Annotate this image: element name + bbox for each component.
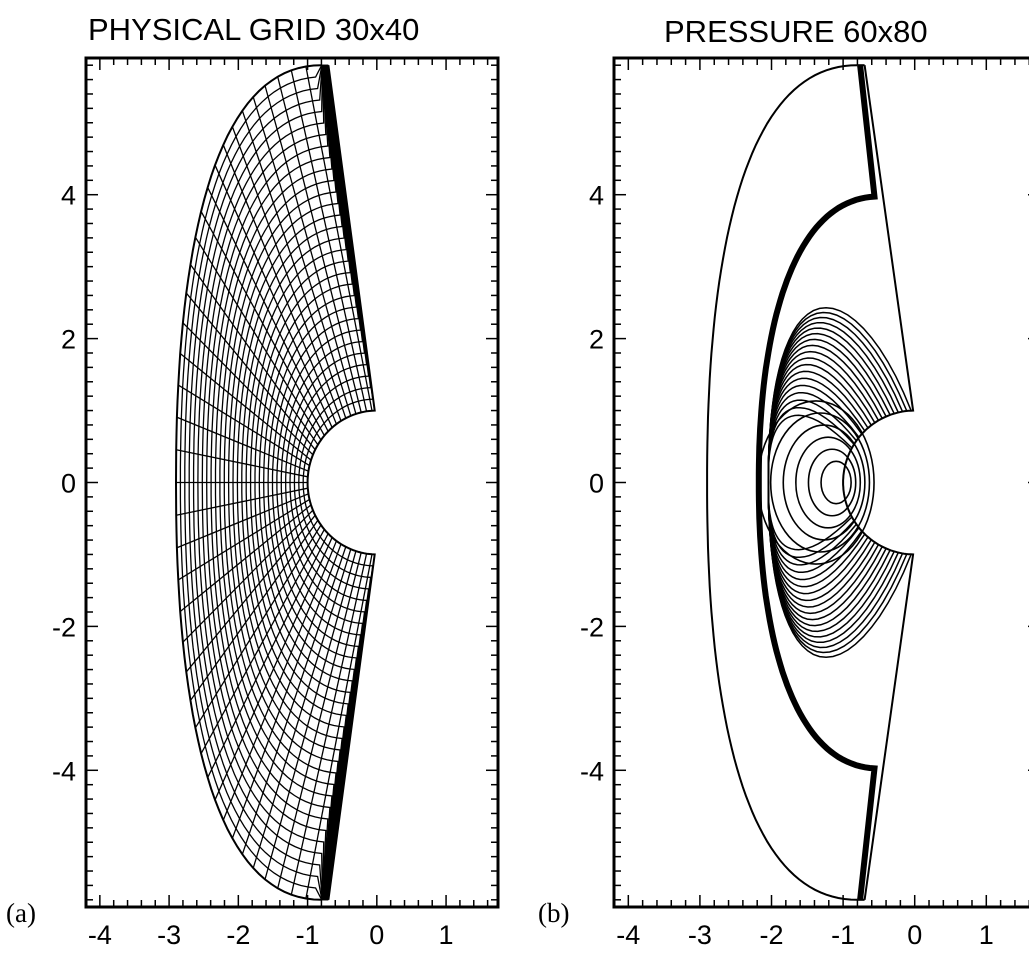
grid-circumferential-line: [298, 65, 372, 900]
grid-circumferential-line: [302, 65, 374, 900]
x-tick-label: -4: [616, 920, 640, 950]
shock-front: [755, 64, 878, 901]
y-tick-label: 0: [61, 469, 76, 499]
grid-circumferential-line: [249, 65, 349, 900]
grid-circumferential-line: [306, 65, 376, 900]
x-tick-label: -1: [296, 920, 320, 950]
panel-a-title: PHYSICAL GRID 30x40: [88, 12, 420, 47]
panel-a: -4 -3 -2 -1 0 1 4 2 0 -2 -4: [52, 56, 500, 950]
y-tick-label: 0: [589, 469, 604, 499]
pressure-contour: [767, 316, 904, 649]
y-tick-label: 4: [589, 181, 604, 211]
pressure-contour: [807, 448, 857, 517]
y-tick-label: 4: [61, 181, 76, 211]
x-tick-label: -2: [760, 920, 784, 950]
grid-circumferential-line: [192, 65, 324, 900]
body-surface: [842, 65, 915, 900]
pressure-contour: [767, 406, 855, 559]
grid-circumferential-line: [197, 65, 325, 900]
grid-circumferential-line: [179, 64, 323, 901]
x-tick-label: -3: [157, 920, 181, 950]
pressure-contours: [706, 64, 915, 901]
panel-b-title: PRESSURE 60x80: [664, 14, 928, 49]
grid-circumferential-line: [214, 65, 333, 900]
x-tick-label: -3: [688, 920, 712, 950]
pressure-contour: [757, 400, 875, 565]
y-tick-label: -2: [580, 612, 604, 642]
pressure-contour: [767, 414, 853, 551]
pressure-contour: [820, 460, 852, 505]
grid-circumferential-line: [227, 65, 339, 900]
grid-circumferential-line: [210, 65, 331, 900]
grid-circumferential-line: [267, 65, 358, 900]
panel-b: -4 -3 -2 -1 0 1 4 2 0 -2 -4: [580, 56, 1029, 950]
x-tick-label: -2: [226, 920, 250, 950]
x-tick-label: 0: [369, 920, 384, 950]
outer-boundary: [706, 64, 858, 901]
grid-circumferential-line: [206, 65, 329, 900]
x-tick-label: 1: [979, 920, 994, 950]
x-tick-label: -1: [831, 920, 855, 950]
grid-circumferential-line: [276, 65, 362, 900]
pressure-contour: [767, 350, 880, 615]
grid-circumferential-line: [184, 65, 323, 900]
grid-circumferential-line: [254, 65, 352, 900]
grid-circumferential-line: [188, 65, 323, 900]
y-tick-label: -2: [52, 612, 76, 642]
panel-b-label: (b): [538, 898, 570, 928]
grid-circumferential-line: [232, 65, 341, 900]
grid-circumferential-line: [174, 64, 322, 901]
physical-grid: [174, 64, 376, 901]
grid-circumferential-line: [223, 65, 337, 900]
pressure-contour: [767, 306, 912, 659]
grid-circumferential-line: [236, 65, 343, 900]
grid-circumferential-line: [271, 65, 360, 900]
grid-circumferential-line: [293, 65, 370, 900]
y-tick-label: 2: [589, 325, 604, 355]
x-tick-label: 0: [907, 920, 922, 950]
grid-circumferential-line: [285, 65, 366, 900]
grid-circumferential-line: [280, 65, 364, 900]
grid-circumferential-line: [201, 65, 327, 900]
grid-circumferential-line: [219, 65, 335, 900]
y-tick-label: -4: [52, 756, 76, 786]
x-tick-label: 1: [439, 920, 454, 950]
x-tick-label: -4: [88, 920, 112, 950]
pressure-contour: [795, 436, 862, 529]
grid-circumferential-line: [289, 65, 368, 900]
grid-circumferential-line: [241, 65, 345, 900]
y-tick-label: 2: [61, 325, 76, 355]
grid-circumferential-line: [263, 65, 356, 900]
y-tick-label: -4: [580, 756, 604, 786]
pressure-contour: [769, 412, 871, 553]
grid-circumferential-line: [245, 65, 347, 900]
grid-circumferential-line: [258, 65, 354, 900]
panel-a-label: (a): [6, 898, 36, 928]
